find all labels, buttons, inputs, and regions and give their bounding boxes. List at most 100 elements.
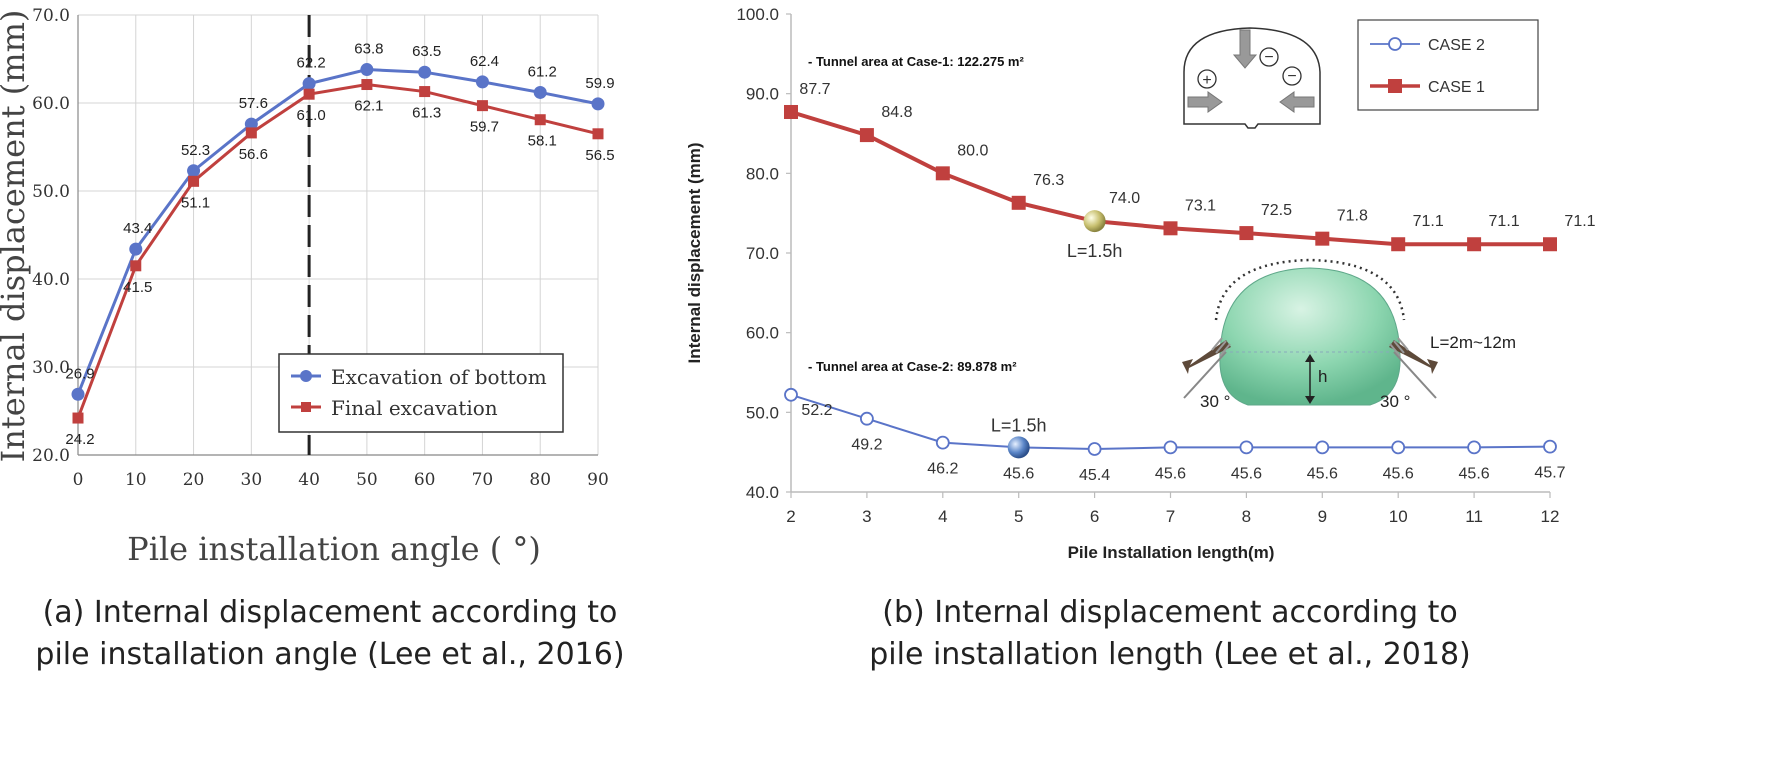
chart-b-point (1467, 440, 1481, 455)
chart-b-y-tick-label: 80.0 (746, 164, 779, 183)
chart-b-point (1239, 440, 1254, 455)
chart-b-x-tick-label: 10 (1389, 507, 1408, 526)
chart-b-point (1467, 237, 1482, 252)
chart-a: 20.0 30.0 40.0 50.0 60.0 70.0 0 10 20 30 40 50 60 70… (0, 6, 615, 568)
chart-a-x-tick-label: 0 (73, 470, 84, 490)
caption-a-line1: (a) Internal displacement according to (42, 595, 618, 630)
chart-b-point (1163, 440, 1178, 455)
chart-a-point (534, 114, 546, 126)
down-arrow-icon (1232, 29, 1258, 69)
chart-b-x-tick-label: 12 (1541, 507, 1560, 526)
chart-a-point (129, 242, 143, 256)
chart-b-y-tick-label: 90.0 (746, 85, 779, 104)
chart-a-data-label: 43.4 (123, 220, 152, 237)
case1-area-note: - Tunnel area at Case-1: 122.275 m² (808, 54, 1024, 69)
chart-a-legend-box (278, 353, 564, 433)
chart-b: 40.0 50.0 60.0 70.0 80.0 90.0 100.0 2 3 4 5 6 7 8 9 10… (685, 5, 1596, 562)
chart-a-point (476, 100, 488, 112)
chart-a-point (188, 175, 200, 187)
chart-a-y-tick-label: 70.0 (32, 6, 70, 26)
minus-symbol-top: − (1264, 49, 1273, 66)
chart-b-x-axis-label: Pile Installation length(m) (1068, 543, 1275, 562)
chart-a-series-line-0 (76, 68, 599, 395)
caption-b-line2: pile installation length (Lee et al., 20… (869, 637, 1471, 672)
chart-a-point (360, 63, 374, 77)
plus-icon (1197, 69, 1217, 89)
chart-a-y-axis-label: Internal displacement (mm) (0, 10, 32, 463)
right-arrow-icon (1187, 91, 1223, 113)
legend-label-case1: CASE 1 (1428, 79, 1485, 96)
chart-b-data-label: 45.6 (1459, 465, 1490, 482)
chart-b-x-tick-label: 6 (1090, 507, 1099, 526)
chart-a-x-tick-label: 30 (241, 470, 263, 490)
chart-b-data-label: 80.0 (957, 142, 988, 159)
height-arrow-top-icon (1305, 354, 1315, 362)
chart-b-point (1011, 195, 1026, 210)
chart-a-point (591, 97, 605, 111)
chart-b-point (859, 128, 874, 143)
chart-b-x-ticks: 2 3 4 5 6 7 8 9 10 11 12 (786, 492, 1559, 526)
tunnel-dome (1219, 267, 1401, 406)
chart-b-point (1239, 226, 1254, 241)
chart-a-point (245, 127, 257, 139)
chart-a-x-tick-label: 40 (298, 470, 320, 490)
chart-b-data-label: 45.4 (1079, 467, 1110, 484)
caption-b-line1: (b) Internal displacement according to (882, 595, 1458, 630)
chart-b-data-label: 87.7 (799, 81, 830, 98)
chart-a-series (71, 63, 605, 424)
chart-a-point (244, 117, 258, 131)
chart-b-point (1543, 237, 1557, 252)
angle-label-right: 30 ° (1380, 392, 1410, 411)
chart-b-point (1087, 442, 1102, 456)
legend-label-case2: CASE 2 (1428, 37, 1485, 54)
chart-a-y-tick-label: 30.0 (32, 358, 70, 378)
chart-a-y-tick-label: 50.0 (32, 182, 70, 202)
chart-b-point (935, 166, 950, 181)
height-symbol: h (1318, 367, 1327, 386)
chart-a-data-label: 58.1 (528, 133, 557, 150)
chart-a-y-tick-label: 20.0 (32, 446, 70, 466)
chart-b-x-tick-label: 4 (938, 507, 947, 526)
chart-a-data-label: 26.9 (65, 365, 94, 382)
chart-a-point (418, 65, 432, 79)
chart-b-data-label: 45.7 (1534, 465, 1565, 482)
chart-a-series-line-1 (76, 83, 599, 419)
right-hatch (1389, 337, 1409, 357)
case2-optimum-marker (1007, 436, 1030, 459)
chart-a-data-label: 52.3 (181, 142, 210, 159)
chart-a-legend: Excavation of bottom Final excavation (278, 353, 564, 433)
plus-symbol: + (1202, 72, 1211, 89)
minus-icon-top (1259, 47, 1279, 67)
chart-a-x-ticks: 0 10 20 30 40 50 60 70 80 90 (73, 470, 609, 490)
chart-b-data-label: 45.6 (1231, 465, 1262, 482)
chart-a-point (361, 79, 373, 91)
chart-a-x-tick-label: 10 (125, 470, 147, 490)
chart-b-x-tick-label: 3 (862, 507, 871, 526)
chart-a-point (72, 412, 84, 424)
chart-a-x-tick-label: 60 (414, 470, 436, 490)
chart-a-data-label: 61.3 (412, 105, 441, 122)
chart-b-data-label: 52.2 (801, 402, 832, 419)
legend-label-excavation-bottom: Excavation of bottom (331, 365, 547, 389)
chart-b-series (784, 104, 1557, 456)
chart-a-x-tick-label: 70 (472, 470, 494, 490)
chart-b-x-tick-label: 8 (1242, 507, 1251, 526)
chart-a-data-label: 24.2 (65, 431, 94, 448)
chart-a-data-label: 56.5 (585, 147, 614, 164)
chart-a-point (592, 128, 604, 140)
chart-b-x-tick-label: 5 (1014, 507, 1023, 526)
chart-a-y-ticks: 20.0 30.0 40.0 50.0 60.0 70.0 (32, 6, 70, 466)
chart-b-y-axis-label: Internal displacement (mm) (685, 142, 704, 363)
chart-a-point (187, 164, 201, 178)
legend-label-final-excavation: Final excavation (331, 396, 498, 420)
case2-optimum-label: L=1.5h (991, 415, 1047, 435)
chart-b-data-label: 71.1 (1489, 213, 1520, 230)
chart-b-data-label: 74.0 (1109, 190, 1140, 207)
chart-b-y-ticks: 40.0 50.0 60.0 70.0 80.0 90.0 100.0 (736, 5, 791, 502)
left-arrow-icon (1279, 91, 1315, 113)
case1-optimum-label: L=1.5h (1067, 241, 1123, 261)
chart-b-legend: CASE 2 CASE 1 (1357, 19, 1539, 111)
chart-a-data-label: 62.4 (470, 53, 499, 70)
chart-b-x-tick-label: 2 (786, 507, 795, 526)
